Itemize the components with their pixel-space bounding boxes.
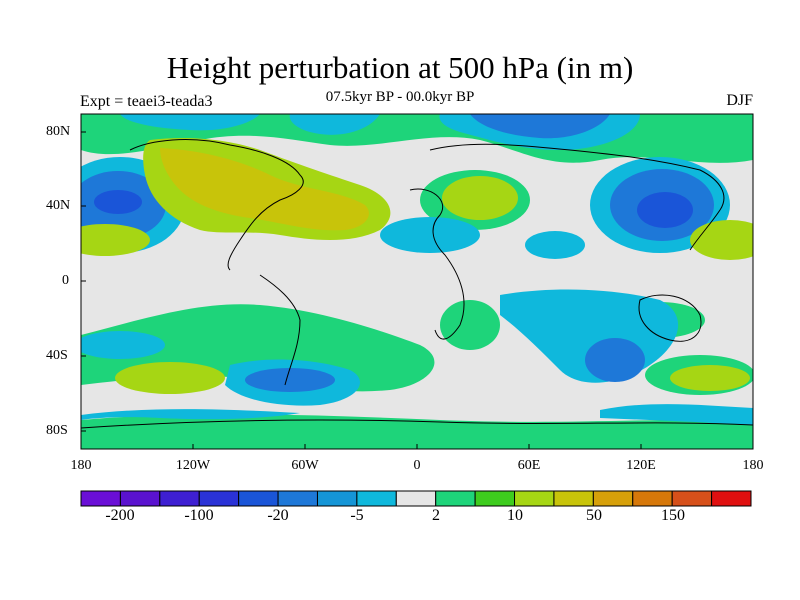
- contour-satlantic-green: [440, 300, 500, 350]
- colorbar-swatch-1: [119, 490, 161, 507]
- contour-safrica-blue: [245, 368, 335, 392]
- colorbar-swatch-12: [553, 490, 594, 507]
- lon-label-60e: 60E: [517, 458, 541, 473]
- lat-label-40s: 40S: [46, 348, 68, 363]
- colorbar-swatch-3: [198, 490, 240, 507]
- contour-na-olive: [160, 148, 369, 231]
- colorbar-swatch-10: [474, 490, 516, 507]
- lon-label-120w: 120W: [175, 458, 211, 473]
- contour-europe-yellowgreen: [442, 176, 518, 220]
- lon-label-180w: 180: [70, 458, 92, 473]
- lat-label-0: 0: [62, 273, 69, 288]
- lon-label-120e: 120E: [626, 458, 656, 473]
- contour-siberia-blue: [470, 114, 610, 139]
- coast-antarctica: [81, 419, 753, 429]
- map-subtitle: 07.5kyr BP - 00.0kyr BP: [325, 89, 475, 105]
- contour-antarctic-lightblue-e: [600, 404, 753, 425]
- contour-field: [81, 114, 753, 449]
- lat-label-80n: 80N: [46, 124, 71, 139]
- coast-africa: [409, 188, 465, 340]
- lat-label-40n: 40N: [46, 198, 71, 213]
- coastlines: [81, 139, 753, 429]
- contour-tropatlantic: [380, 217, 480, 253]
- colorbar-swatch-5: [277, 490, 318, 507]
- contour-eastasia-darkblue: [637, 192, 693, 228]
- colorbar-swatch-6: [316, 490, 358, 507]
- lon-label-0: 0: [413, 458, 421, 473]
- coast-eurasia: [429, 143, 725, 251]
- colorbar-swatch-8: [395, 490, 437, 507]
- contour-antarctic-lightblue-w: [81, 409, 300, 420]
- lat-label-80s: 80S: [46, 423, 68, 438]
- colorbar-swatch-15: [671, 490, 713, 507]
- coast-australia: [638, 294, 702, 342]
- contour-sh-lightblue-west: [81, 331, 165, 359]
- colorbar-label-minus20: -20: [267, 507, 289, 524]
- contour-npacific-east: [690, 220, 753, 260]
- contour-sh-yellowgreen: [115, 362, 225, 394]
- contour-arabia: [525, 231, 585, 259]
- colorbar-label-150: 150: [661, 507, 685, 524]
- colorbar-swatch-2: [159, 490, 200, 507]
- colorbar-label-minus200: -200: [105, 507, 135, 524]
- contour-pacific-low-core: [94, 190, 142, 214]
- colorbar-swatch-16: [711, 490, 752, 507]
- experiment-label: Expt = teaei3-teada3: [80, 93, 213, 110]
- contour-indian-blue: [585, 338, 645, 382]
- season-label: DJF: [726, 92, 753, 109]
- colorbar: [80, 490, 752, 507]
- colorbar-swatch-11: [514, 490, 555, 507]
- colorbar-label-minus5: -5: [350, 507, 364, 524]
- lon-label-60w: 60W: [291, 458, 319, 473]
- colorbar-swatch-13: [592, 490, 634, 507]
- colorbar-label-50: 50: [586, 507, 602, 524]
- colorbar-label-2: 2: [432, 507, 440, 524]
- map-title: Height perturbation at 500 hPa (in m): [166, 50, 634, 85]
- colorbar-swatch-7: [356, 490, 397, 507]
- colorbar-label-minus100: -100: [184, 507, 214, 524]
- contour-spacific-yellowgreen: [670, 365, 750, 391]
- colorbar-swatch-9: [435, 490, 476, 507]
- colorbar-swatch-0: [80, 490, 121, 507]
- colorbar-swatch-14: [632, 490, 673, 507]
- lon-label-180e: 180: [742, 458, 764, 473]
- colorbar-swatch-4: [238, 490, 279, 507]
- contour-arctic-lightblue: [289, 114, 380, 135]
- colorbar-label-10: 10: [507, 507, 523, 524]
- contour-pacific-yellow: [81, 224, 150, 256]
- contour-arctic-canada: [120, 114, 260, 131]
- coast-south-america: [259, 274, 301, 386]
- axis-ticks: [80, 131, 754, 449]
- coast-north-america: [129, 139, 304, 271]
